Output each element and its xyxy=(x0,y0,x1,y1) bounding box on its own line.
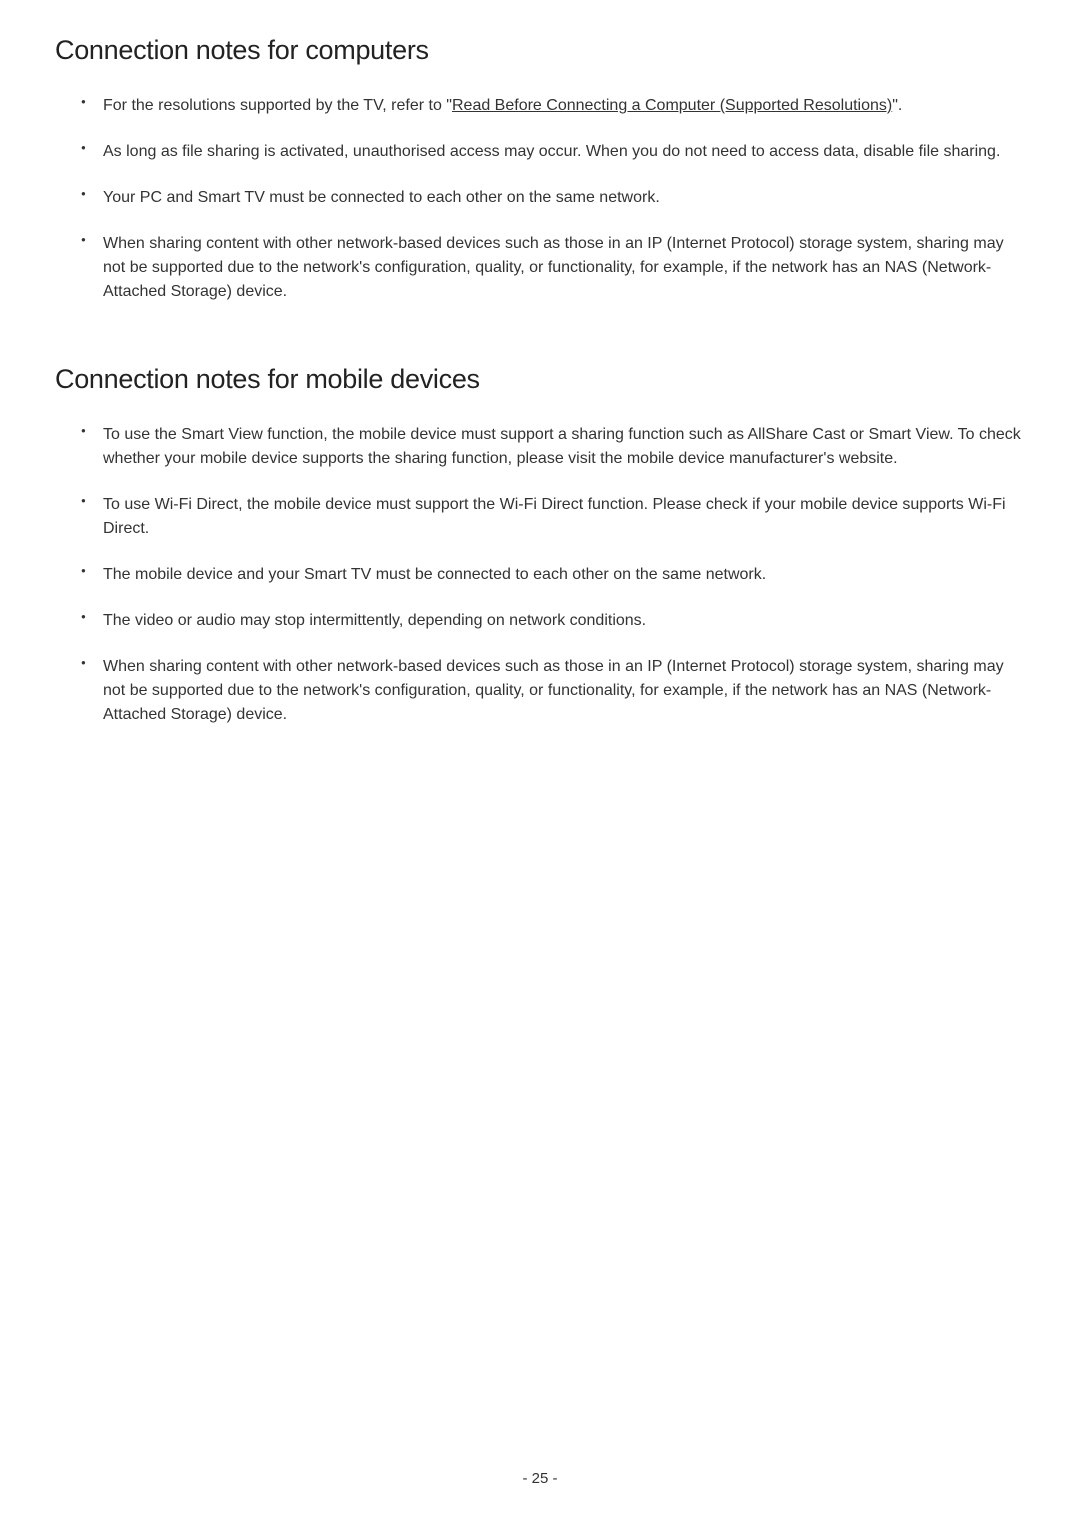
section-mobile: Connection notes for mobile devices To u… xyxy=(55,364,1025,727)
item-suffix: ". xyxy=(892,97,902,114)
item-link: Read Before Connecting a Computer (Suppo… xyxy=(452,97,892,114)
item-prefix: For the resolutions supported by the TV,… xyxy=(103,97,452,114)
list-computers: For the resolutions supported by the TV,… xyxy=(55,94,1025,304)
list-item: When sharing content with other network-… xyxy=(81,232,1025,304)
list-mobile: To use the Smart View function, the mobi… xyxy=(55,423,1025,727)
list-item: As long as file sharing is activated, un… xyxy=(81,140,1025,164)
list-item: When sharing content with other network-… xyxy=(81,655,1025,727)
heading-computers: Connection notes for computers xyxy=(55,35,1025,66)
list-item: For the resolutions supported by the TV,… xyxy=(81,94,1025,118)
list-item: The video or audio may stop intermittent… xyxy=(81,609,1025,633)
heading-mobile: Connection notes for mobile devices xyxy=(55,364,1025,395)
list-item: The mobile device and your Smart TV must… xyxy=(81,563,1025,587)
list-item: To use Wi-Fi Direct, the mobile device m… xyxy=(81,493,1025,541)
list-item: Your PC and Smart TV must be connected t… xyxy=(81,186,1025,210)
section-computers: Connection notes for computers For the r… xyxy=(55,35,1025,304)
page-number: - 25 - xyxy=(0,1470,1080,1487)
list-item: To use the Smart View function, the mobi… xyxy=(81,423,1025,471)
